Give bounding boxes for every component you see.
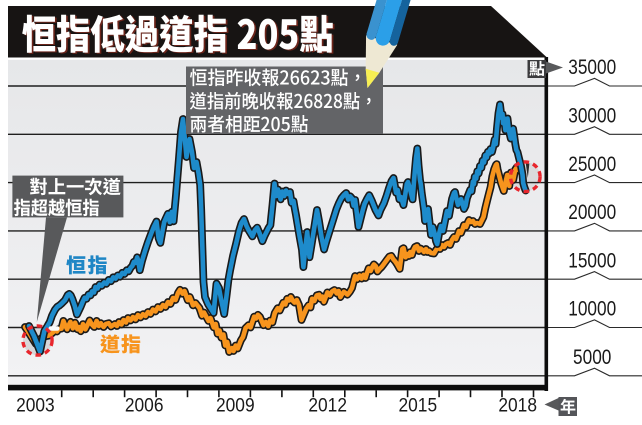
svg-text:2006: 2006 — [125, 395, 164, 416]
svg-text:2003: 2003 — [16, 395, 55, 416]
svg-text:5000: 5000 — [573, 346, 611, 369]
svg-text:20000: 20000 — [568, 201, 616, 224]
svg-text:35000: 35000 — [568, 56, 616, 79]
svg-text:對上一次道: 對上一次道 — [29, 174, 121, 200]
svg-text:恒指昨收報26623點，: 恒指昨收報26623點， — [190, 64, 367, 91]
svg-text:25000: 25000 — [568, 153, 616, 176]
svg-text:2009: 2009 — [216, 395, 255, 416]
svg-text:年: 年 — [560, 394, 576, 418]
svg-text:指超越恒指: 指超越恒指 — [14, 195, 100, 221]
svg-text:恒指低過道指 205點: 恒指低過道指 205點 — [22, 3, 334, 61]
svg-text:10000: 10000 — [568, 298, 616, 321]
svg-text:恒指低過道指 205點: 恒指低過道指 205點 — [23, 4, 335, 62]
svg-text:道指前晚收報26828點，: 道指前晚收報26828點， — [190, 87, 378, 114]
svg-text:2018: 2018 — [498, 395, 537, 416]
svg-text:恒指: 恒指 — [66, 250, 109, 279]
svg-text:2015: 2015 — [399, 395, 438, 416]
svg-text:30000: 30000 — [568, 105, 616, 128]
svg-text:點: 點 — [529, 56, 545, 80]
svg-text:兩者相距205點: 兩者相距205點 — [190, 110, 309, 137]
svg-text:15000: 15000 — [568, 249, 616, 272]
svg-text:道指: 道指 — [100, 329, 142, 358]
svg-text:2012: 2012 — [308, 395, 347, 416]
